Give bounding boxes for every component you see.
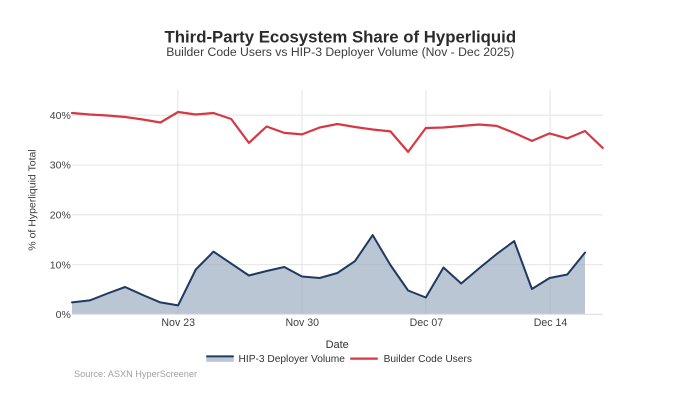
- svg-text:30%: 30%: [50, 160, 71, 172]
- svg-text:40%: 40%: [50, 110, 71, 122]
- svg-text:Nov 30: Nov 30: [286, 317, 320, 329]
- svg-text:Builder Code Users: Builder Code Users: [384, 354, 472, 365]
- svg-text:Nov 23: Nov 23: [161, 317, 195, 329]
- svg-text:% of Hyperliquid Total: % of Hyperliquid Total: [27, 149, 39, 250]
- svg-text:Date: Date: [326, 339, 349, 351]
- svg-text:Dec 07: Dec 07: [410, 317, 444, 329]
- svg-text:Dec 14: Dec 14: [534, 317, 568, 329]
- svg-text:HIP-3 Deployer Volume: HIP-3 Deployer Volume: [239, 354, 346, 365]
- svg-text:Third-Party Ecosystem Share of: Third-Party Ecosystem Share of Hyperliqu…: [165, 27, 517, 46]
- svg-text:Source: ASXN HyperScreener: Source: ASXN HyperScreener: [74, 369, 197, 379]
- svg-text:10%: 10%: [50, 259, 71, 271]
- svg-text:Builder Code Users vs HIP-3 De: Builder Code Users vs HIP-3 Deployer Vol…: [166, 45, 514, 59]
- svg-text:0%: 0%: [56, 309, 71, 321]
- svg-text:20%: 20%: [50, 210, 71, 222]
